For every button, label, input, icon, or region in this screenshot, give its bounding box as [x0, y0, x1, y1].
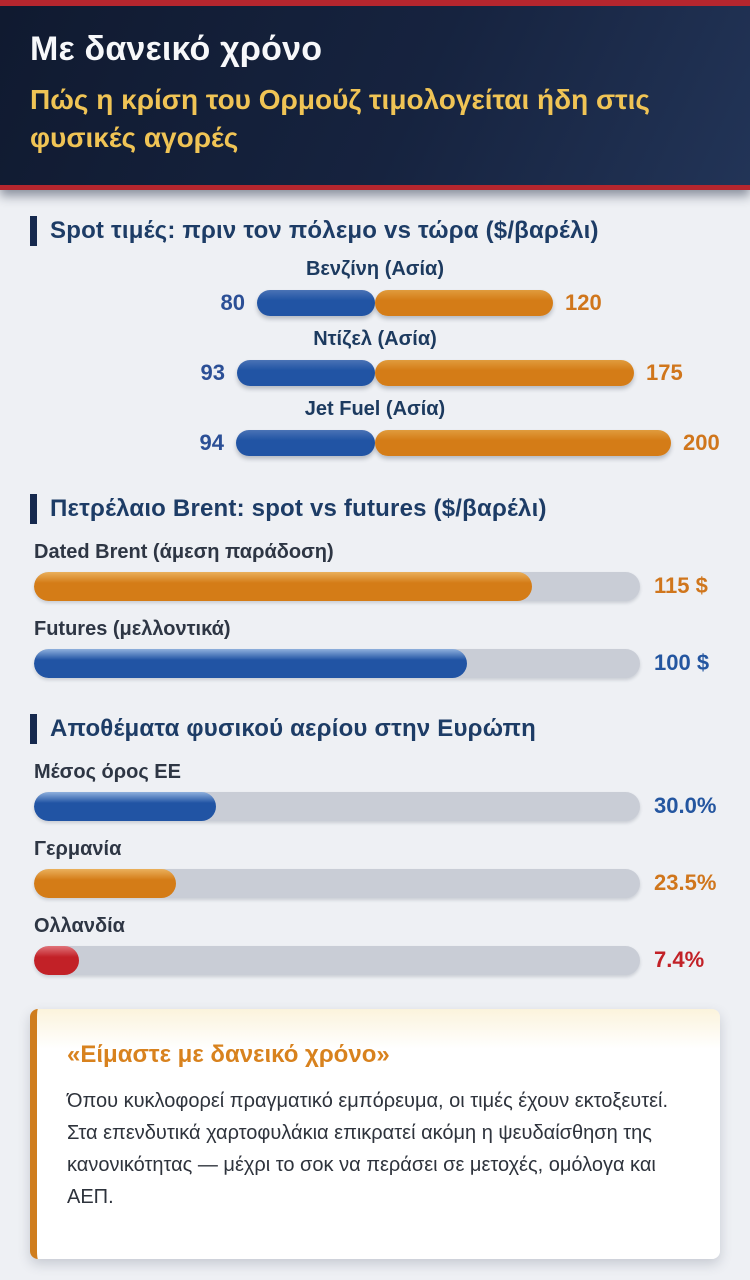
bar-track [34, 571, 640, 601]
bar-value: 115 $ [654, 573, 708, 599]
bar-fill [34, 791, 216, 821]
pair-label: Ντίζελ (Ασία) [313, 327, 437, 350]
before-bar [237, 359, 375, 386]
progress-row: Ολλανδία 7.4% [0, 915, 750, 975]
page-subtitle: Πώς η κρίση του Ορμούζ τιμολογείται ήδη … [30, 84, 650, 153]
bar-fill [34, 945, 79, 975]
bar-track [34, 791, 640, 821]
progress-row: Futures (μελλοντικά) 100 $ [0, 618, 750, 678]
quote-heading: «Είμαστε με δανεικό χρόνο» [67, 1040, 390, 1068]
section-title-brent: Πετρέλαιο Brent: spot vs futures ($/βαρέ… [50, 494, 547, 522]
brent-chart: Dated Brent (άμεση παράδοση) 115 $ Futures… [0, 541, 750, 678]
after-bar [375, 429, 671, 456]
quote-body: Όπου κυκλοφορεί πραγματικό εμπόρευμα, οι… [67, 1089, 669, 1208]
before-bar [236, 429, 375, 456]
bar-track [34, 945, 640, 975]
accent-bar [30, 493, 37, 524]
page-title: Με δανεικό χρόνο [30, 30, 323, 68]
section-head-spot: Spot τιμές: πριν τον πόλεμο vs τώρα ($/β… [30, 215, 720, 246]
before-value: 80 [220, 289, 245, 315]
before-bar [257, 289, 375, 316]
accent-bar [30, 215, 37, 246]
after-value: 200 [683, 429, 720, 455]
pair-row: Βενζίνη (Ασία) 80 120 [0, 258, 750, 316]
spot-chart: Βενζίνη (Ασία) 80 120 Ντίζελ (Ασία) 93 175 Jet… [0, 258, 750, 456]
bar-track [34, 648, 640, 678]
bar-label: Μέσος όρος ΕΕ [34, 760, 181, 783]
before-value: 94 [199, 429, 224, 455]
after-bar [375, 359, 634, 386]
bar-track [34, 868, 640, 898]
section-title-spot: Spot τιμές: πριν τον πόλεμο vs τώρα ($/β… [50, 216, 599, 244]
before-value: 93 [200, 359, 225, 385]
bar-value: 23.5% [654, 870, 717, 896]
bar-label: Dated Brent (άμεση παράδοση) [34, 540, 334, 563]
section-head-brent: Πετρέλαιο Brent: spot vs futures ($/βαρέ… [30, 493, 720, 524]
accent-bar [30, 713, 37, 744]
after-value: 175 [646, 359, 683, 385]
progress-row: Μέσος όρος ΕΕ 30.0% [0, 761, 750, 821]
bar-value: 7.4% [654, 947, 705, 973]
progress-row: Dated Brent (άμεση παράδοση) 115 $ [0, 541, 750, 601]
pair-row: Jet Fuel (Ασία) 94 200 [0, 398, 750, 456]
after-bar [375, 289, 553, 316]
section-head-gas: Αποθέματα φυσικού αερίου στην Ευρώπη [30, 713, 720, 744]
gas-chart: Μέσος όρος ΕΕ 30.0% Γερμανία 23.5% Ολλανδία 7… [0, 761, 750, 975]
quote-box: «Είμαστε με δανεικό χρόνο» Όπου κυκλοφορ… [30, 1008, 720, 1259]
bar-label: Futures (μελλοντικά) [34, 617, 231, 640]
after-value: 120 [565, 289, 602, 315]
pair-row: Ντίζελ (Ασία) 93 175 [0, 328, 750, 386]
bar-value: 30.0% [654, 793, 717, 819]
bar-fill [34, 571, 532, 601]
header: Με δανεικό χρόνο Πώς η κρίση του Ορμούζ … [0, 0, 750, 190]
bar-label: Ολλανδία [34, 914, 125, 937]
bar-fill [34, 868, 177, 898]
section-title-gas: Αποθέματα φυσικού αερίου στην Ευρώπη [50, 714, 536, 742]
pair-label: Jet Fuel (Ασία) [304, 397, 446, 420]
bar-value: 100 $ [654, 650, 710, 676]
pair-label: Βενζίνη (Ασία) [305, 257, 445, 280]
bar-label: Γερμανία [34, 837, 122, 860]
progress-row: Γερμανία 23.5% [0, 838, 750, 898]
bar-fill [34, 648, 467, 678]
